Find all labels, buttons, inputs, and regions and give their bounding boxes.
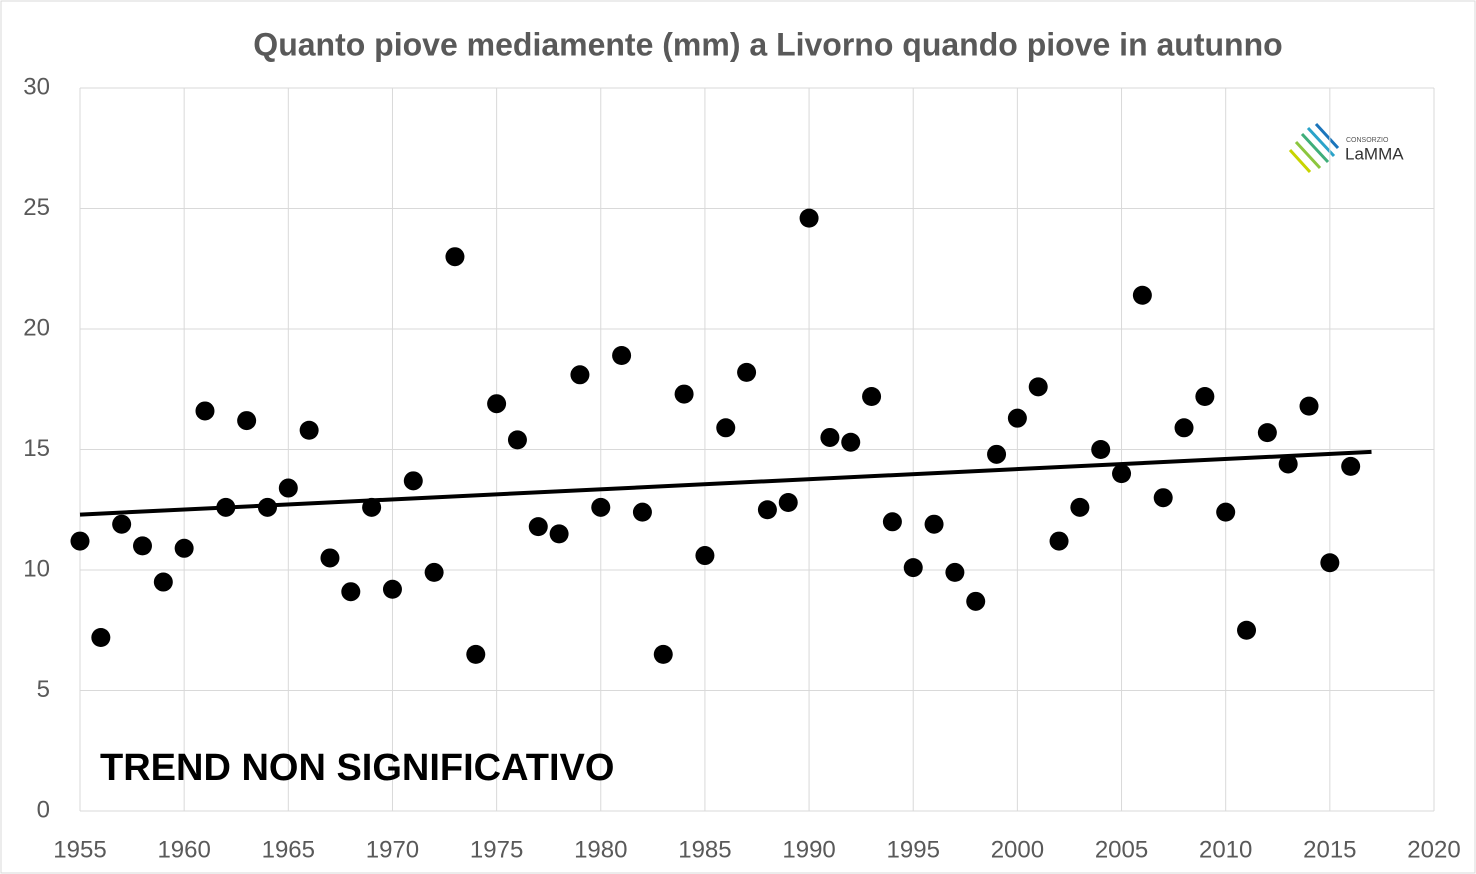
data-point (1070, 497, 1090, 517)
annotation: TREND NON SIGNIFICATIVO (100, 747, 614, 789)
data-point (1028, 377, 1048, 397)
data-point (195, 401, 215, 421)
data-point (341, 582, 361, 602)
x-tick-label: 1975 (470, 836, 523, 863)
y-tick-label: 15 (23, 435, 50, 462)
data-point (1195, 386, 1215, 406)
data-point (757, 500, 777, 520)
data-point (278, 478, 298, 498)
data-point (570, 365, 590, 385)
data-point (591, 497, 611, 517)
data-point (695, 546, 715, 566)
data-point (716, 418, 736, 438)
x-tick-label: 1970 (366, 836, 419, 863)
data-point (674, 384, 694, 404)
data-point (841, 432, 861, 452)
data-point (1174, 418, 1194, 438)
data-point (1091, 440, 1111, 459)
data-point (882, 512, 902, 532)
chart-title: Quanto piove mediamente (mm) a Livorno q… (253, 26, 1282, 62)
data-point (737, 362, 757, 382)
data-point (70, 531, 90, 551)
data-point (91, 627, 111, 647)
x-tick-label: 1960 (157, 836, 210, 863)
data-point (924, 514, 944, 534)
trend-line (79, 449, 1372, 517)
data-point (112, 514, 132, 534)
data-point (528, 517, 548, 537)
data-point (612, 346, 632, 366)
data-point (362, 497, 382, 517)
data-point (237, 411, 257, 431)
data-point (1299, 396, 1319, 416)
data-point (966, 591, 986, 611)
data-point (1320, 553, 1340, 573)
data-point (987, 444, 1007, 464)
x-tick-label: 2000 (991, 836, 1044, 863)
x-tick-label: 1990 (782, 836, 835, 863)
data-point (299, 420, 319, 440)
data-point (778, 493, 798, 513)
data-point (445, 247, 465, 267)
data-point (549, 524, 569, 544)
data-point (1049, 531, 1069, 551)
data-point (862, 386, 882, 406)
data-point (487, 394, 507, 414)
data-point (1237, 620, 1257, 640)
data-point (257, 497, 277, 517)
data-point (1132, 285, 1152, 305)
y-tick-label: 0 (37, 796, 50, 823)
data-point (1341, 456, 1361, 476)
data-point (382, 579, 402, 599)
logo: CONSORZIO LaMMA (1288, 122, 1404, 174)
data-point (632, 502, 652, 522)
x-tick-label: 2015 (1303, 836, 1356, 863)
data-point (466, 644, 486, 664)
x-tick-label: 1955 (53, 836, 106, 863)
data-point (1112, 464, 1132, 484)
y-tick-label: 20 (23, 314, 50, 341)
x-tick-label: 2020 (1407, 836, 1460, 863)
data-point (403, 471, 423, 491)
y-tick-label: 30 (23, 73, 50, 100)
x-tick-label: 2005 (1095, 836, 1148, 863)
x-tick-label: 1980 (574, 836, 627, 863)
data-point (799, 208, 819, 228)
data-point (153, 572, 173, 592)
y-tick-label: 5 (37, 676, 50, 703)
y-tick-label: 25 (23, 194, 50, 221)
data-point (424, 562, 444, 582)
logo-name: LaMMA (1345, 144, 1404, 163)
x-tick-label: 1965 (262, 836, 315, 863)
data-point (216, 497, 236, 517)
data-point (1007, 408, 1027, 428)
data-point (820, 427, 840, 447)
y-tick-label: 10 (23, 555, 50, 582)
data-point (1278, 454, 1298, 474)
x-tick-label: 1995 (887, 836, 940, 863)
data-point (903, 558, 923, 578)
x-tick-label: 2010 (1199, 836, 1252, 863)
x-tick-label: 1985 (678, 836, 731, 863)
data-point (945, 562, 965, 582)
data-point (132, 536, 152, 556)
data-point (653, 644, 673, 664)
data-point (1257, 423, 1277, 443)
data-point (507, 430, 527, 450)
logo-small: CONSORZIO (1346, 137, 1389, 144)
data-point (1216, 502, 1236, 522)
data-point (174, 538, 194, 558)
data-point (320, 548, 340, 568)
data-point (1153, 488, 1173, 508)
